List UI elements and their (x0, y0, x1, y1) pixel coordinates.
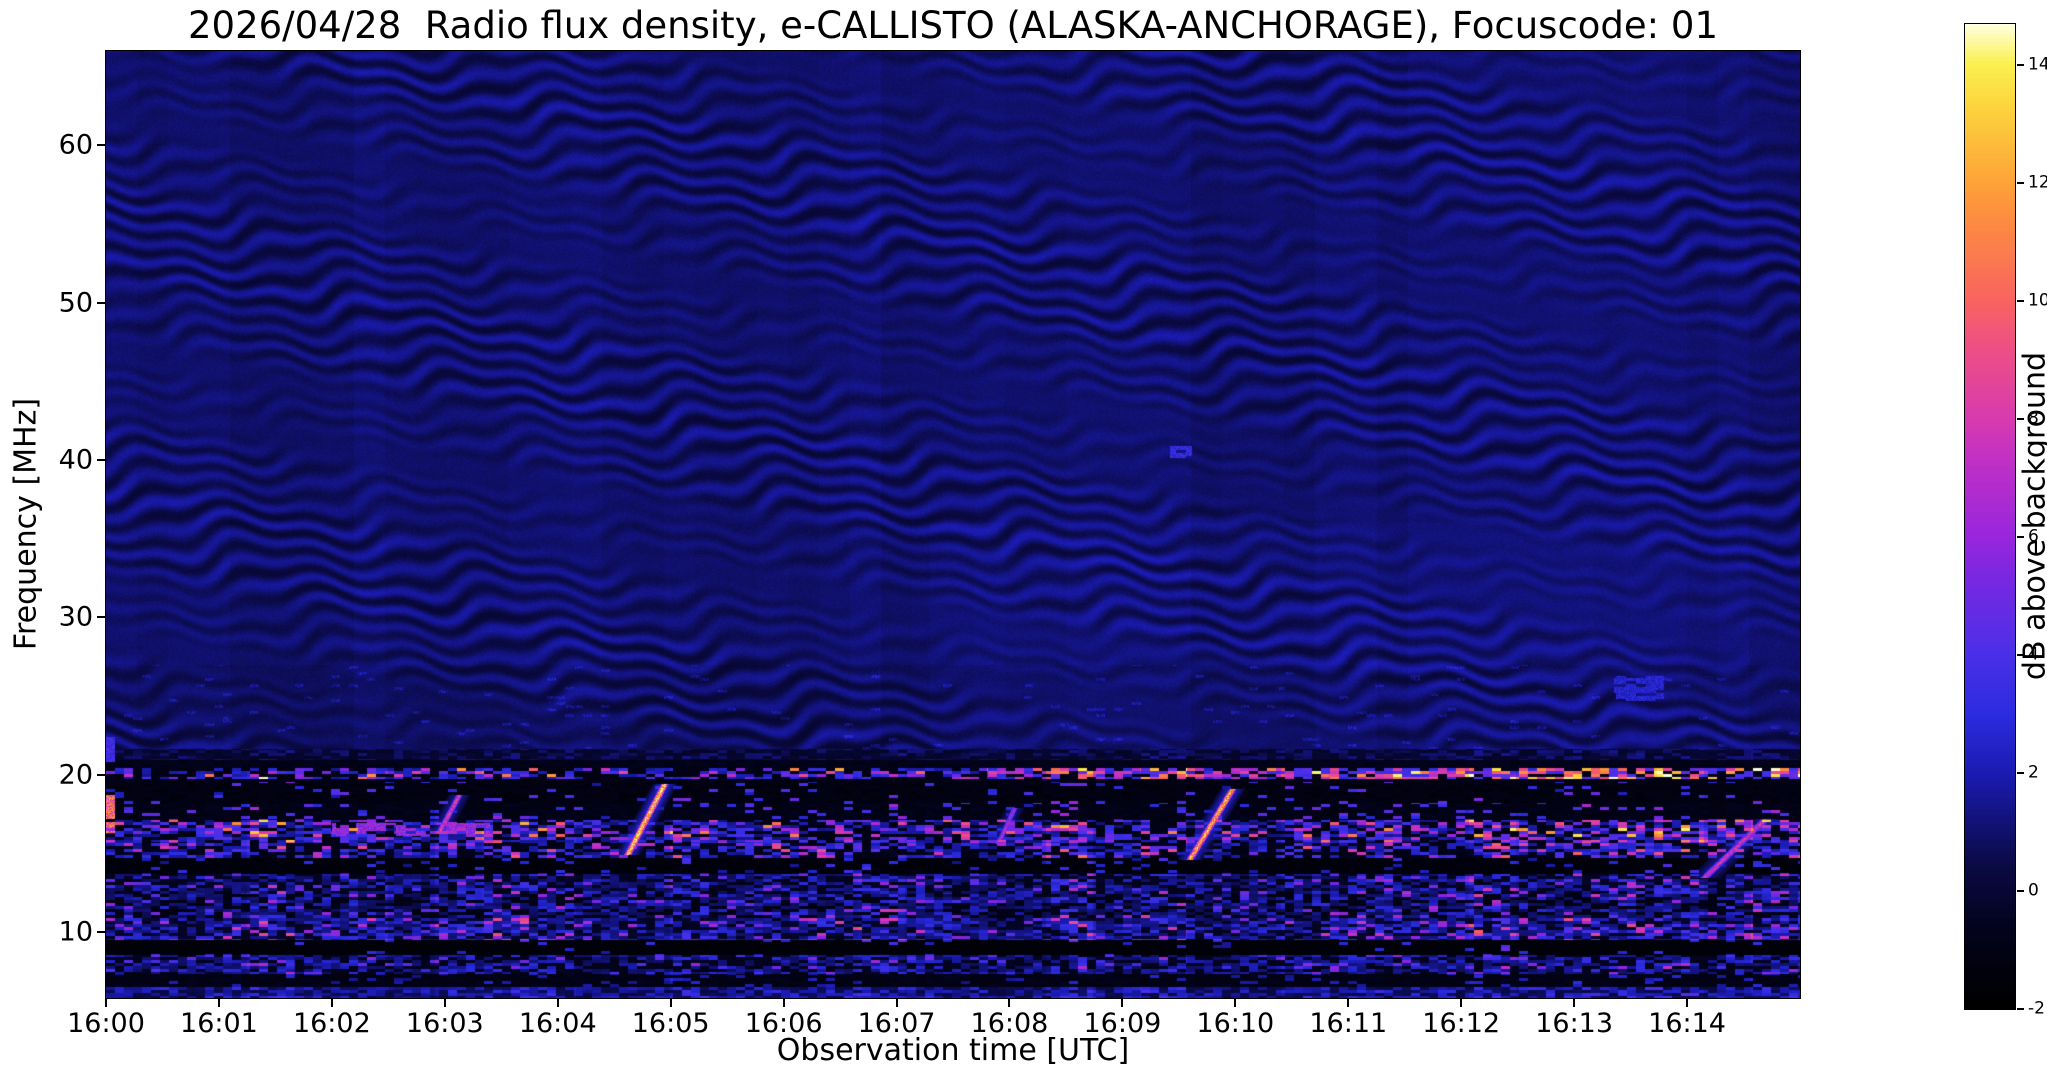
x-tick-label: 16:13 (1535, 1008, 1614, 1039)
x-tick-label: 16:04 (518, 1008, 597, 1039)
colorbar-tick-label: 14 (2028, 54, 2047, 75)
x-tick-mark (556, 999, 559, 1007)
x-tick-label: 16:14 (1648, 1008, 1726, 1039)
colorbar-tick-mark (2017, 654, 2024, 657)
x-tick-mark (105, 999, 107, 1007)
y-tick-label: 40 (58, 444, 93, 476)
x-tick-label: 16:01 (180, 1008, 258, 1039)
x-tick-mark (669, 999, 672, 1007)
x-tick-label: 16:00 (67, 1008, 145, 1039)
y-tick-mark (97, 459, 105, 461)
x-tick-label: 16:09 (1083, 1008, 1162, 1039)
colorbar (1964, 23, 2016, 1010)
x-tick-label: 16:12 (1422, 1008, 1501, 1039)
x-tick-mark (1686, 999, 1689, 1007)
spectrogram-heatmap (105, 50, 1801, 999)
colorbar-tick-label: -2 (2028, 998, 2045, 1019)
colorbar-tick-mark (2017, 300, 2024, 303)
y-tick-mark (97, 301, 105, 304)
colorbar-tick-label: 10 (2028, 290, 2047, 311)
colorbar-tick-label: 8 (2028, 408, 2039, 429)
y-tick-mark (97, 773, 105, 776)
colorbar-tick-mark (2017, 64, 2024, 67)
colorbar-tick-label: 0 (2028, 880, 2039, 901)
chart-title: 2026/04/28 Radio flux density, e-CALLIST… (188, 4, 1718, 47)
y-tick-label: 50 (58, 287, 93, 319)
x-tick-label: 16:03 (405, 1008, 484, 1039)
colorbar-tick-mark (2017, 418, 2024, 421)
colorbar-label: dB above background (2017, 351, 2047, 681)
y-tick-mark (97, 930, 105, 933)
y-tick-mark (97, 144, 105, 147)
colorbar-tick-label: 6 (2028, 526, 2039, 547)
x-tick-mark (1460, 999, 1463, 1007)
y-tick-mark (97, 616, 105, 619)
x-tick-mark (895, 999, 898, 1007)
x-tick-mark (443, 999, 446, 1007)
x-tick-label: 16:10 (1196, 1008, 1275, 1039)
x-tick-mark (1347, 999, 1350, 1007)
y-tick-label: 10 (58, 916, 93, 948)
y-tick-label: 30 (58, 601, 93, 633)
x-tick-label: 16:06 (744, 1008, 823, 1039)
x-tick-mark (1234, 999, 1237, 1007)
colorbar-tick-mark (2017, 772, 2024, 775)
x-tick-mark (782, 999, 785, 1007)
x-tick-mark (330, 999, 333, 1007)
x-tick-label: 16:11 (1309, 1008, 1388, 1039)
x-tick-label: 16:07 (857, 1008, 936, 1039)
colorbar-tick-mark (2017, 1008, 2024, 1010)
x-tick-mark (217, 999, 220, 1007)
x-tick-mark (1121, 999, 1124, 1007)
colorbar-tick-mark (2017, 536, 2024, 539)
x-tick-mark (1573, 999, 1576, 1007)
y-tick-label: 60 (58, 129, 93, 161)
colorbar-tick-mark (2017, 890, 2024, 893)
x-tick-label: 16:02 (292, 1008, 371, 1039)
colorbar-tick-label: 2 (2028, 762, 2039, 783)
x-tick-label: 16:08 (970, 1008, 1049, 1039)
colorbar-tick-mark (2017, 182, 2024, 185)
colorbar-tick-label: 12 (2028, 172, 2047, 193)
colorbar-tick-label: 4 (2028, 644, 2039, 665)
x-tick-mark (1008, 999, 1011, 1007)
x-tick-label: 16:05 (631, 1008, 710, 1039)
x-axis-label: Observation time [UTC] (776, 1033, 1130, 1067)
y-tick-label: 20 (58, 759, 93, 791)
